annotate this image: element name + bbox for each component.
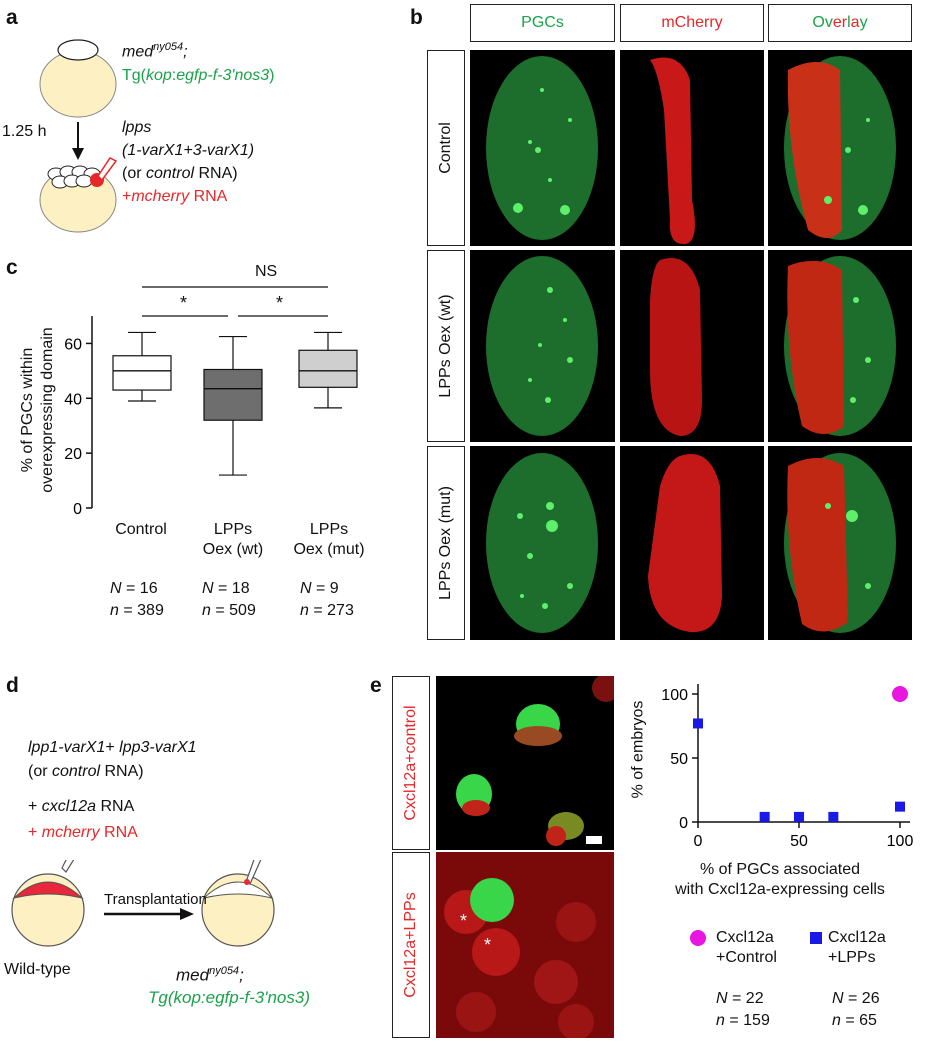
c-cat-2: LPPs Oex (mut) bbox=[293, 521, 365, 558]
panel-label-a: a bbox=[6, 6, 18, 29]
c-y-tick-label: 0 bbox=[73, 501, 82, 518]
e-y-tick-label: 100 bbox=[661, 687, 688, 704]
c-sig-right: * bbox=[276, 293, 284, 313]
c-y-tick-label: 20 bbox=[64, 446, 82, 463]
c-ylabel: % of PGCs within overexpressing domain bbox=[19, 327, 56, 493]
e-point-lpps bbox=[794, 811, 804, 822]
e-ylabel: % of embryos bbox=[629, 700, 647, 799]
micrograph-mut-mcherry bbox=[620, 446, 764, 640]
c-cat-1: LPPs Oex (wt) bbox=[202, 521, 264, 558]
d-recipient-transgene: Tg(kop:egfp-f-3'nos3) bbox=[148, 988, 311, 1007]
blastomeres bbox=[47, 165, 101, 189]
a-inj2: (1-varX1+3-varX1) bbox=[122, 142, 255, 159]
transplant-schematic bbox=[11, 860, 275, 947]
d-wildtype: Wild-type bbox=[4, 961, 71, 978]
micrograph-wt-pgcs bbox=[470, 250, 615, 442]
micrograph-control-pgcs bbox=[470, 50, 615, 246]
e-point-lpps bbox=[828, 811, 839, 822]
c-box bbox=[298, 349, 358, 388]
micrograph-mut-overlay bbox=[768, 446, 912, 640]
panel-label-d: d bbox=[6, 674, 19, 697]
col-header-pgcs: PGCs bbox=[470, 4, 615, 42]
e-asterisk-2: * bbox=[484, 935, 492, 955]
micrograph-control-overlay bbox=[768, 50, 912, 246]
a-inj3: (or control RNA) bbox=[122, 165, 238, 182]
d-transplant: Transplantation bbox=[104, 891, 207, 908]
micrograph-e-control bbox=[436, 676, 614, 850]
c-counts-0: N = 16 n = 389 bbox=[110, 580, 164, 619]
e-row-label-control: Cxcl12a+control bbox=[392, 676, 430, 850]
e-point-lpps bbox=[693, 718, 703, 729]
a-inj1: lpps bbox=[122, 119, 152, 136]
e-point-lpps bbox=[759, 811, 770, 822]
col-header-overlay: Ov er l a y bbox=[768, 4, 912, 42]
d-recipient-genotype: medny054; bbox=[176, 965, 244, 985]
d-line4: + mcherry RNA bbox=[28, 824, 138, 841]
e-xlabel: % of PGCs associated with Cxcl12a-express… bbox=[675, 861, 885, 898]
micrograph-wt-overlay bbox=[768, 250, 912, 442]
c-counts-1: N = 18 n = 509 bbox=[202, 580, 256, 619]
scatter-chart: 0 50 100 0 50 100 bbox=[661, 684, 914, 850]
micrograph-wt-mcherry bbox=[620, 250, 764, 442]
a-transgene: Tg(kop:egfp-f-3'nos3) bbox=[122, 67, 275, 84]
c-counts-2: N = 9 n = 273 bbox=[300, 580, 354, 619]
injection-schematic bbox=[39, 39, 118, 233]
e-y-tick-label: 50 bbox=[670, 751, 688, 768]
c-box bbox=[203, 368, 263, 421]
e-x-tick-label: 50 bbox=[790, 833, 808, 850]
micrograph-mut-pgcs bbox=[470, 446, 615, 640]
scale-bar bbox=[586, 836, 602, 844]
e-y-tick-label: 0 bbox=[679, 815, 688, 832]
row-label-control: Control bbox=[427, 50, 465, 246]
c-sig-ns: NS bbox=[255, 263, 278, 280]
c-box bbox=[112, 355, 172, 391]
d-line2: (or control RNA) bbox=[28, 763, 144, 780]
legend-marker-lpps bbox=[810, 932, 822, 944]
d-line1: lpp1-varX1+ lpp3-varX1 bbox=[28, 739, 197, 756]
e-x-tick-label: 100 bbox=[887, 833, 914, 850]
c-cat-0: Control bbox=[115, 521, 167, 538]
injection-needle bbox=[97, 157, 118, 182]
zygote-cell bbox=[57, 39, 99, 61]
e-asterisk-1: * bbox=[460, 911, 468, 931]
boxplot-chart: 0 20 40 60 bbox=[64, 286, 358, 518]
a-inj4: +mcherry RNA bbox=[122, 188, 228, 205]
row-label-lpps-mut: LPPs Oex (mut) bbox=[427, 446, 465, 640]
panel-label-c: c bbox=[6, 256, 18, 279]
e-x-tick-label: 0 bbox=[694, 833, 703, 850]
e-row-label-lpps: Cxcl12a+LPPs bbox=[392, 852, 430, 1038]
e-point-lpps bbox=[895, 801, 905, 812]
legend-lpps: Cxcl12a +LPPs bbox=[828, 929, 886, 966]
legend-marker-control bbox=[690, 930, 706, 946]
d-line3: + cxcl12a RNA bbox=[28, 798, 135, 815]
legend-lpps-counts: N = 26 n = 65 bbox=[832, 990, 880, 1029]
col-header-mcherry: mCherry bbox=[620, 4, 764, 42]
panel-label-b: b bbox=[410, 6, 423, 29]
c-y-tick-label: 60 bbox=[64, 336, 82, 353]
donor-needle bbox=[61, 860, 75, 873]
c-y-tick-label: 40 bbox=[64, 391, 82, 408]
row-label-lpps-wt: LPPs Oex (wt) bbox=[427, 250, 465, 442]
legend-control: Cxcl12a +Control bbox=[716, 929, 777, 966]
micrograph-e-lpps bbox=[436, 852, 614, 1038]
legend-control-counts: N = 22 n = 159 bbox=[716, 990, 770, 1029]
c-sig-left: * bbox=[180, 293, 188, 313]
zygote-yolk bbox=[39, 50, 117, 118]
e-point-control bbox=[892, 686, 908, 702]
a-genotype: medny054; bbox=[122, 41, 188, 61]
micrograph-control-mcherry bbox=[620, 50, 764, 246]
panel-label-e: e bbox=[370, 674, 382, 697]
a-time: 1.25 h bbox=[2, 123, 47, 140]
